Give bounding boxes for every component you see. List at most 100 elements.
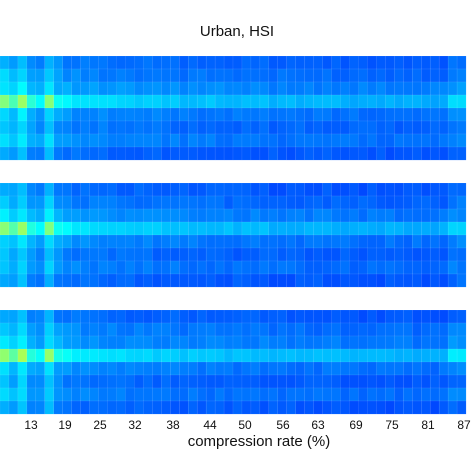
heatmap-cell — [134, 400, 144, 415]
heatmap-cell — [214, 107, 225, 122]
heatmap-cell — [340, 120, 350, 135]
heatmap-cell — [286, 387, 297, 402]
heatmap-cell — [205, 81, 216, 96]
x-tick-label: 56 — [276, 418, 290, 432]
heatmap-cell — [304, 234, 314, 249]
heatmap-cell — [53, 81, 64, 96]
heatmap-cell — [134, 387, 144, 402]
x-tick-label: 32 — [128, 418, 142, 432]
heatmap-cell — [98, 182, 108, 197]
heatmap-cell — [107, 273, 117, 288]
heatmap-cell — [187, 195, 198, 210]
heatmap-cell — [26, 348, 37, 363]
heatmap-cell — [26, 273, 37, 288]
heatmap-cell — [403, 221, 413, 236]
heatmap-cell — [447, 400, 458, 415]
heatmap-cell — [8, 348, 19, 363]
heatmap-cell — [62, 221, 72, 236]
heatmap-cell — [107, 322, 117, 337]
chart-title: Urban, HSI — [200, 23, 274, 40]
heatmap-cell — [205, 273, 216, 288]
heatmap-cell — [412, 55, 422, 70]
heatmap-cell — [232, 107, 243, 122]
heatmap-cell — [170, 309, 180, 324]
heatmap-cell — [420, 387, 431, 402]
heatmap-cell — [161, 221, 171, 236]
heatmap-cell — [259, 387, 270, 402]
heatmap-cell — [125, 361, 135, 376]
heatmap-cell — [53, 68, 64, 83]
heatmap-cell — [412, 107, 422, 122]
heatmap-cell — [152, 81, 162, 96]
heatmap-cell — [250, 68, 261, 83]
heatmap-cell — [259, 361, 270, 376]
heatmap-cell — [250, 309, 261, 324]
heatmap-cell — [232, 182, 243, 197]
heatmap-cell — [420, 361, 431, 376]
heatmap-cell — [447, 107, 458, 122]
heatmap-cell — [71, 260, 81, 275]
heatmap-cell — [187, 208, 198, 223]
heatmap-cell — [313, 260, 323, 275]
heatmap-cell — [331, 387, 341, 402]
heatmap-cell — [286, 273, 297, 288]
heatmap-cell — [286, 374, 297, 389]
heatmap-cell — [268, 81, 279, 96]
heatmap-cell — [26, 387, 37, 402]
heatmap-cell — [349, 348, 359, 363]
heatmap-cell — [313, 348, 323, 363]
heatmap-cell — [170, 146, 180, 161]
heatmap-cell — [232, 322, 243, 337]
heatmap-cell — [438, 133, 449, 148]
heatmap-cell — [259, 120, 270, 135]
heatmap-cell — [295, 234, 305, 249]
heatmap-cell — [71, 309, 81, 324]
heatmap-cell — [0, 309, 10, 324]
heatmap-cell — [438, 273, 449, 288]
heatmap-cell — [456, 374, 467, 389]
heatmap-cell — [286, 182, 297, 197]
heatmap-cell — [116, 234, 126, 249]
heatmap-cell — [134, 234, 144, 249]
heatmap-cell — [187, 260, 198, 275]
heatmap-cell — [313, 234, 323, 249]
heatmap-cell — [331, 120, 341, 135]
heatmap-cell — [17, 55, 28, 70]
heatmap-cell — [62, 260, 72, 275]
heatmap-cell — [161, 234, 171, 249]
heatmap-cell — [259, 68, 270, 83]
heatmap-cell — [376, 335, 386, 350]
heatmap-cell — [170, 322, 180, 337]
heatmap-cell — [80, 309, 90, 324]
heatmap-cell — [53, 221, 64, 236]
heatmap-cell — [447, 68, 458, 83]
heatmap-cell — [44, 94, 55, 109]
heatmap-cell — [331, 208, 341, 223]
heatmap-cell — [277, 195, 288, 210]
heatmap-cell — [62, 234, 72, 249]
heatmap-cell — [259, 208, 270, 223]
heatmap-cell — [125, 374, 135, 389]
heatmap-cell — [456, 94, 467, 109]
heatmap-cell — [340, 247, 350, 262]
heatmap-cell — [205, 221, 216, 236]
heatmap-cell — [107, 309, 117, 324]
heatmap-cell — [313, 107, 323, 122]
heatmap-cell — [241, 400, 252, 415]
heatmap-cell — [394, 247, 404, 262]
heatmap-cell — [196, 208, 207, 223]
x-tick-label: 81 — [421, 418, 435, 432]
heatmap-cell — [44, 260, 55, 275]
heatmap-cell — [223, 68, 234, 83]
heatmap-cell — [80, 208, 90, 223]
heatmap-cell — [438, 348, 449, 363]
heatmap-cell — [232, 146, 243, 161]
heatmap-cell — [456, 195, 467, 210]
heatmap-cell — [429, 234, 440, 249]
heatmap-cell — [394, 400, 404, 415]
heatmap-cell — [250, 94, 261, 109]
heatmap-cell — [429, 400, 440, 415]
heatmap-cell — [98, 400, 108, 415]
heatmap-cell — [187, 348, 198, 363]
heatmap-cell — [107, 387, 117, 402]
